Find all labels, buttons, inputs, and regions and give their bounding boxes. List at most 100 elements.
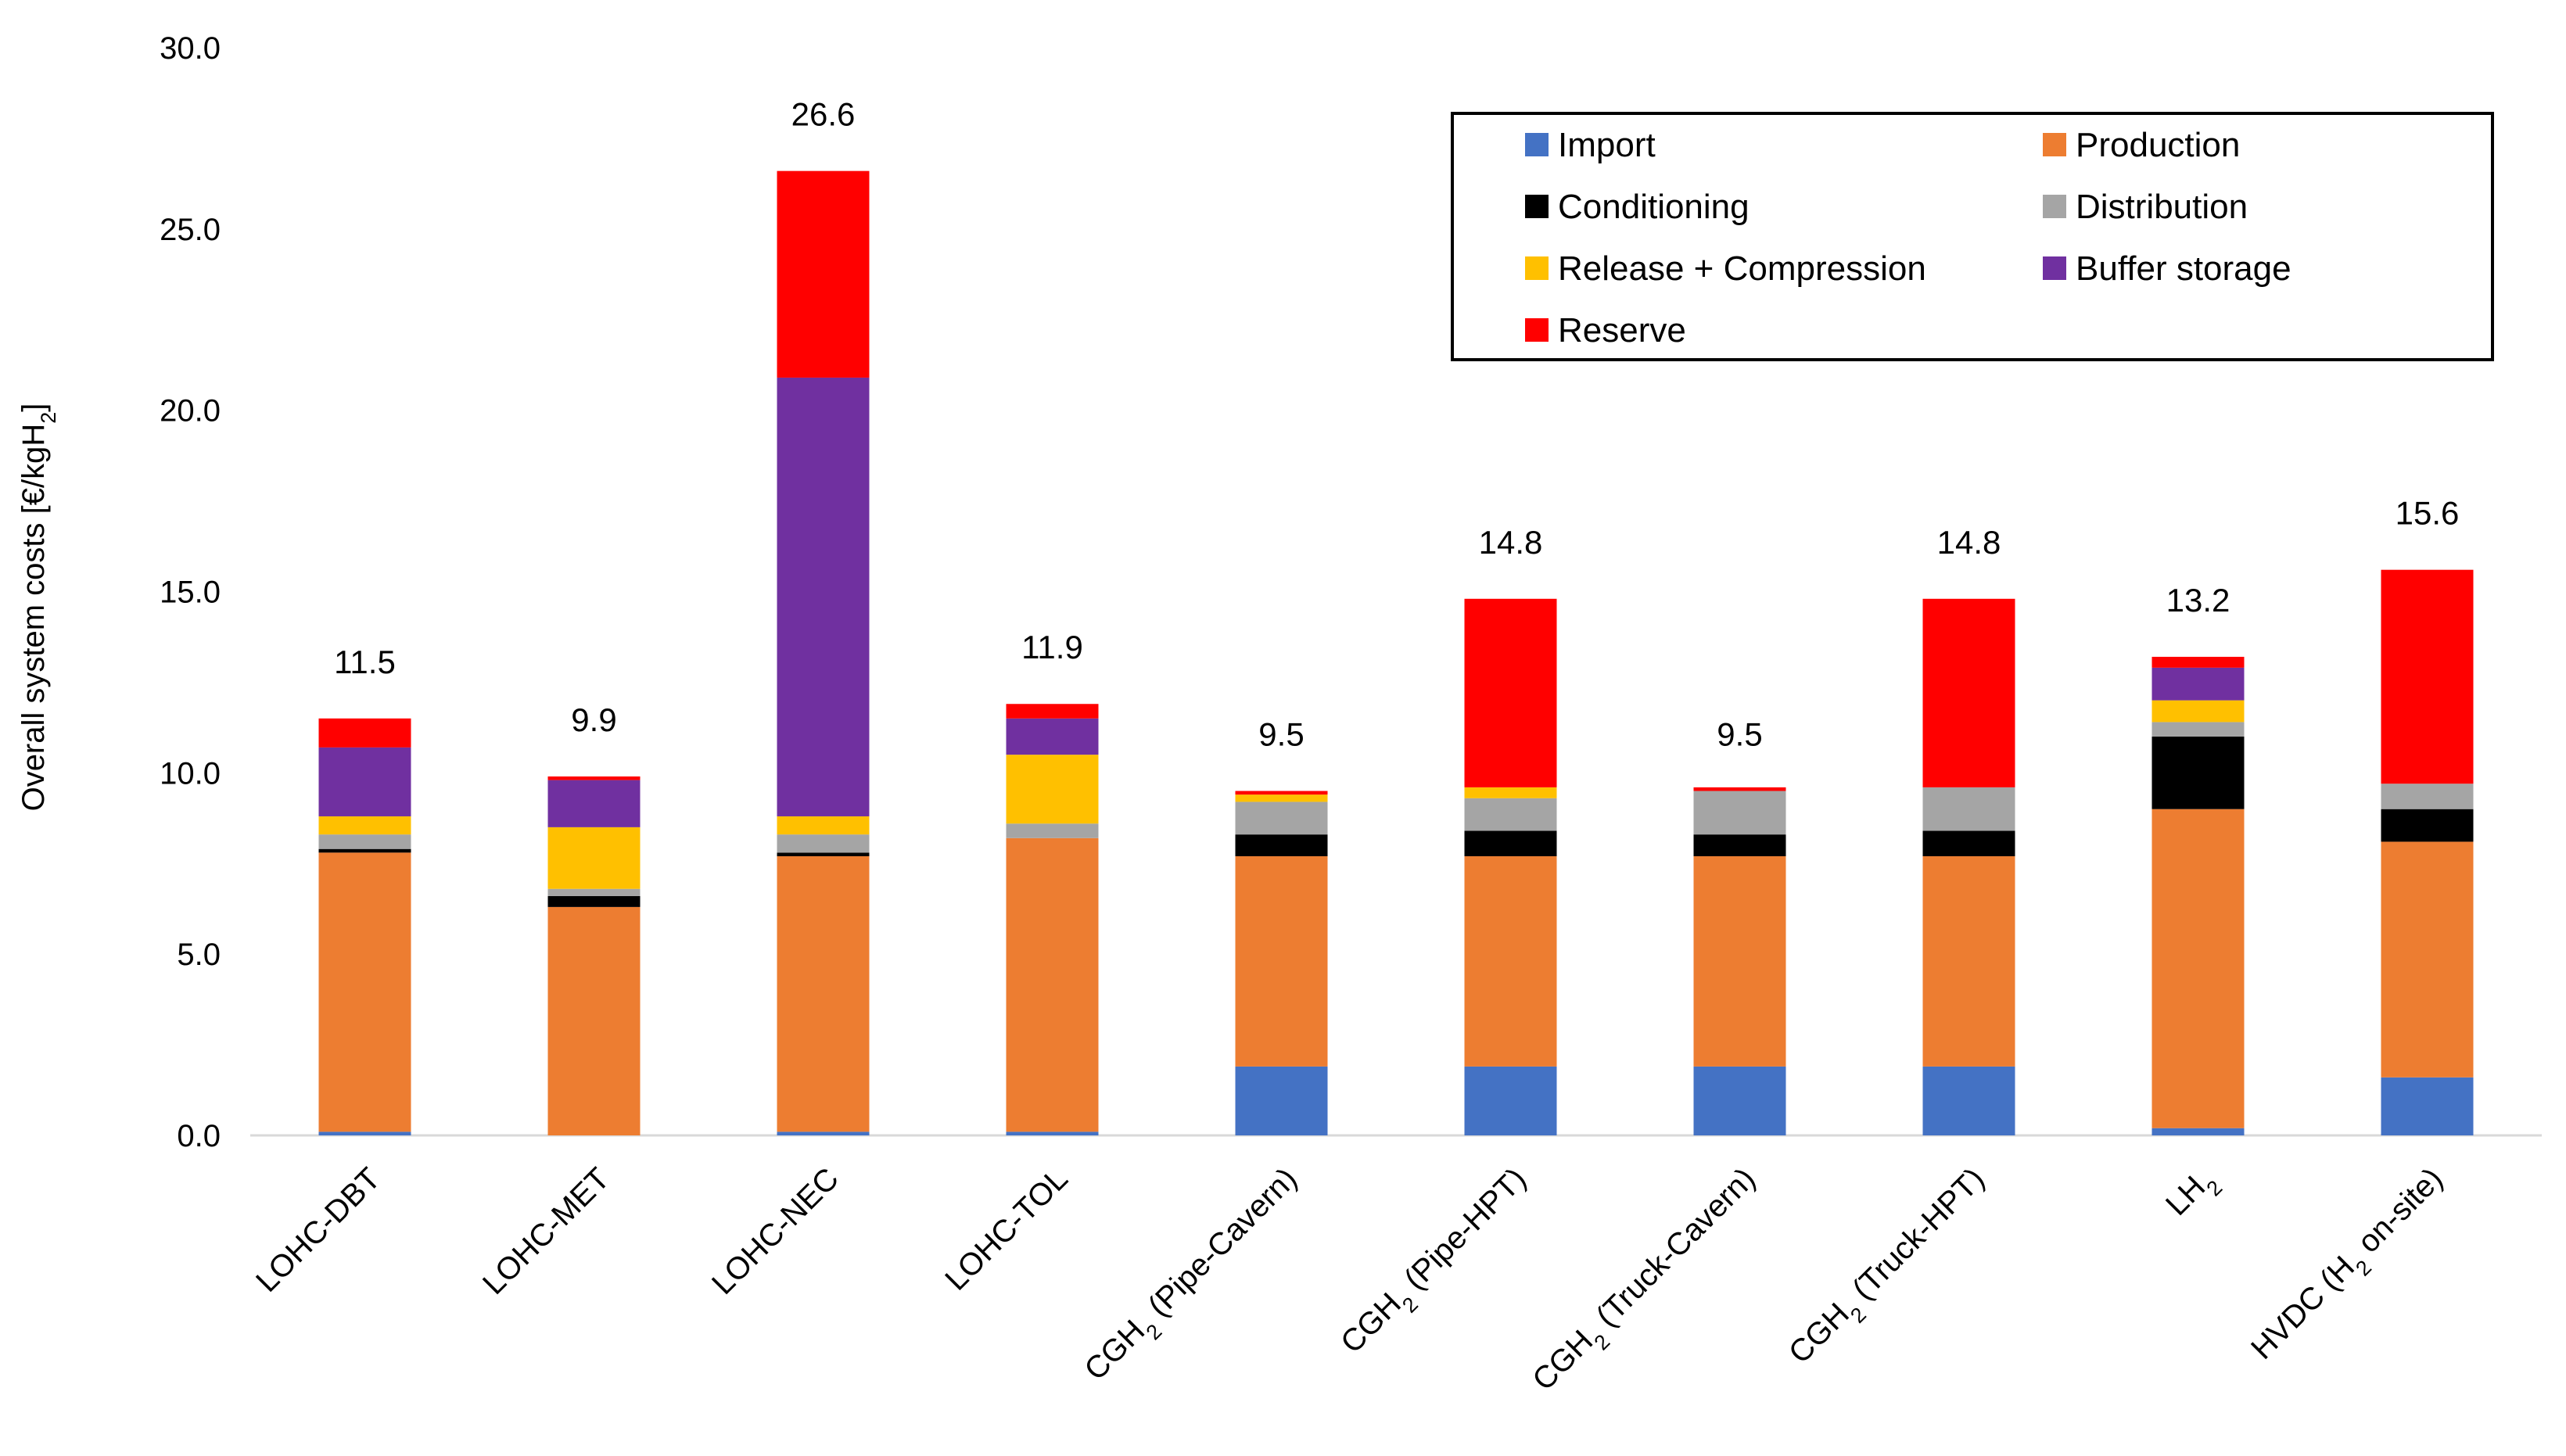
bar-segment-reserve [1922, 598, 2015, 787]
bar-segment-import [2151, 1128, 2245, 1135]
total-value-label: 26.6 [791, 96, 856, 133]
bar-segment-distribution [2381, 784, 2474, 809]
bar-segment-production [1922, 855, 2015, 1067]
bar-segment-distribution [318, 834, 411, 849]
legend-swatch-buffer-storage [2043, 256, 2066, 280]
y-tick-label: 20.0 [160, 394, 221, 429]
legend-label-reserve: Reserve [1558, 311, 1686, 350]
total-value-label: 9.9 [571, 701, 616, 738]
bar-segment-conditioning [1693, 834, 1786, 856]
total-value-label: 14.8 [1937, 524, 2001, 561]
x-category-label: LH2 [2159, 1161, 2227, 1228]
bar-segment-buffer-storage [547, 780, 641, 827]
bar-segment-reserve [2381, 569, 2474, 784]
total-value-label: 11.5 [334, 644, 396, 680]
bar-segment-reserve [777, 170, 870, 378]
bar-segment-import [1235, 1066, 1328, 1135]
legend-box [1451, 112, 2494, 361]
legend-label-conditioning: Conditioning [1558, 188, 1750, 226]
bar-segment-conditioning [547, 895, 641, 907]
bar-segment-buffer-storage [318, 747, 411, 816]
bar-segment-production [2151, 809, 2245, 1128]
legend-label-buffer-storage: Buffer storage [2076, 249, 2291, 288]
total-value-label: 11.9 [1021, 629, 1083, 665]
legend-swatch-release-compression [1525, 256, 1549, 280]
bar-segment-import [1464, 1066, 1557, 1135]
x-category-label: CGH2 (Truck-HPT) [1782, 1161, 1997, 1376]
legend-swatch-reserve [1525, 318, 1549, 342]
bar-segment-distribution [777, 834, 870, 853]
bar-segment-production [1464, 855, 1557, 1067]
legend-label-release-compression: Release + Compression [1558, 249, 1926, 288]
total-value-label: 9.5 [1258, 716, 1304, 753]
bar-segment-production [547, 906, 641, 1135]
bar-segment-import [318, 1131, 411, 1135]
y-tick-label: 5.0 [177, 938, 221, 972]
bar-segment-reserve [547, 776, 641, 780]
bar-segment-production [1006, 837, 1099, 1132]
bar-segment-release-compression [1464, 787, 1557, 798]
bar-segment-distribution [1464, 798, 1557, 831]
legend-label-import: Import [1558, 126, 1656, 164]
bar-segment-production [318, 852, 411, 1132]
bar-segment-release-compression [1006, 755, 1099, 824]
bar-segment-import [777, 1131, 870, 1135]
legend-swatch-production [2043, 133, 2066, 156]
bar-segment-distribution [1235, 802, 1328, 835]
total-labels: 11.5 9.9 26.6 11.9 9.5 14.8 9.5 14.8 13.2 15.6 [334, 96, 2459, 753]
bar-segment-buffer-storage [1006, 718, 1099, 755]
bar-segment-import [1006, 1131, 1099, 1135]
bar-segment-distribution [1922, 787, 2015, 831]
legend-swatch-distribution [2043, 195, 2066, 218]
bar-segment-release-compression [547, 827, 641, 889]
bar-segment-conditioning [2151, 736, 2245, 809]
legend-swatch-conditioning [1525, 195, 1549, 218]
bar-segment-production [2381, 841, 2474, 1078]
legend-label-distribution: Distribution [2076, 188, 2248, 226]
bar-segment-conditioning [1464, 830, 1557, 856]
legend-label-production: Production [2076, 126, 2240, 164]
bars [318, 170, 2474, 1135]
bar-segment-production [1693, 855, 1786, 1067]
total-value-label: 14.8 [1479, 524, 1543, 561]
bar-segment-reserve [1006, 704, 1099, 719]
x-category-label: LOHC-TOL [938, 1161, 1075, 1297]
y-tick-label: 0.0 [177, 1119, 221, 1153]
x-category-label: LOHC-DBT [249, 1161, 387, 1299]
bar-segment-reserve [2151, 656, 2245, 668]
x-category-label: CGH2 (Pipe-Cavern) [1078, 1161, 1310, 1393]
bar-segment-release-compression [2151, 700, 2245, 723]
bar-segment-buffer-storage [777, 377, 870, 816]
x-category-label: HVDC (H2 on-site) [2245, 1161, 2456, 1372]
legend: Import Production Conditioning Distribution… [1451, 112, 2494, 361]
x-category-label: CGH2 (Pipe-HPT) [1334, 1161, 1539, 1366]
bar-segment-release-compression [318, 816, 411, 835]
y-tick-label: 10.0 [160, 756, 221, 791]
y-axis-title-group: Overall system costs [€/kgH2] [16, 403, 60, 812]
y-tick-label: 30.0 [160, 31, 221, 66]
bar-segment-production [777, 855, 870, 1132]
total-value-label: 15.6 [2396, 495, 2460, 532]
bar-segment-reserve [1464, 598, 1557, 787]
bar-segment-reserve [318, 718, 411, 748]
legend-swatch-import [1525, 133, 1549, 156]
bar-segment-release-compression [777, 816, 870, 835]
bar-segment-distribution [1006, 823, 1099, 838]
bar-segment-production [1235, 855, 1328, 1067]
bar-segment-buffer-storage [2151, 667, 2245, 701]
y-axis-title: Overall system costs [€/kgH2] [16, 403, 60, 812]
bar-segment-conditioning [1922, 830, 2015, 856]
x-category-label: CGH2 (Truck-Cavern) [1526, 1161, 1768, 1404]
bar-segment-reserve [1693, 787, 1786, 791]
y-tick-label: 15.0 [160, 576, 221, 610]
bar-segment-distribution [547, 888, 641, 896]
y-axis-ticks: 0.0 5.0 10.0 15.0 20.0 25.0 30.0 [160, 31, 221, 1153]
bar-segment-conditioning [2381, 809, 2474, 842]
bar-segment-import [2381, 1077, 2474, 1135]
bar-segment-distribution [2151, 722, 2245, 737]
total-value-label: 9.5 [1717, 716, 1762, 753]
bar-segment-conditioning [1235, 834, 1328, 856]
y-tick-label: 25.0 [160, 213, 221, 247]
